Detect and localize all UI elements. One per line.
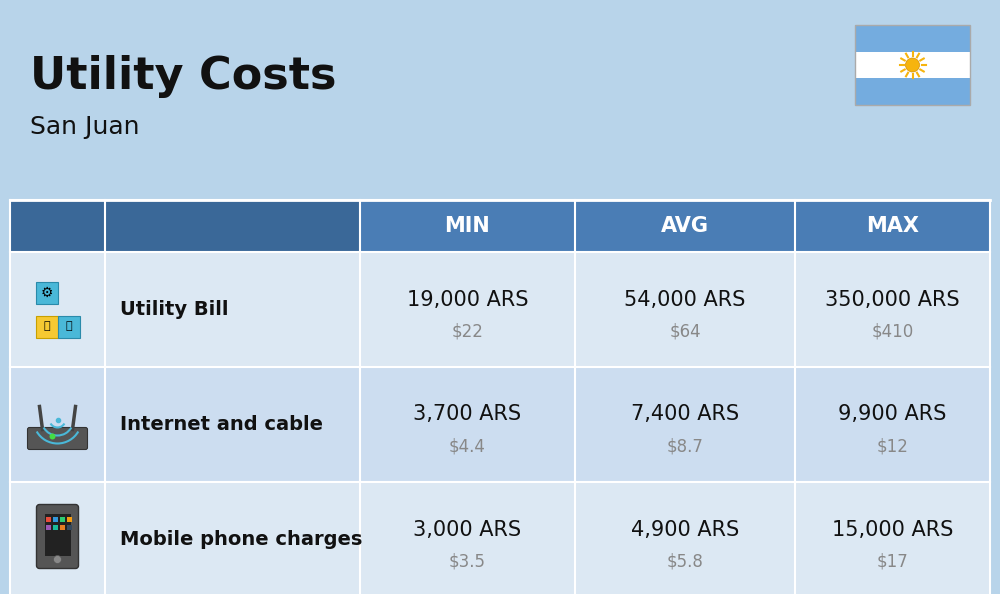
FancyBboxPatch shape bbox=[36, 504, 78, 568]
Bar bbox=[360, 200, 575, 252]
Text: $64: $64 bbox=[669, 323, 701, 340]
Bar bbox=[575, 200, 795, 252]
Text: 9,900 ARS: 9,900 ARS bbox=[838, 405, 947, 425]
Text: $12: $12 bbox=[877, 438, 908, 456]
Text: MAX: MAX bbox=[866, 216, 919, 236]
Bar bbox=[855, 52, 970, 78]
Bar bbox=[52, 525, 58, 529]
Bar bbox=[10, 252, 990, 367]
Text: $17: $17 bbox=[877, 552, 908, 570]
Text: $8.7: $8.7 bbox=[667, 438, 703, 456]
Text: 4,900 ARS: 4,900 ARS bbox=[631, 520, 739, 539]
Bar bbox=[60, 525, 64, 529]
Bar bbox=[52, 517, 58, 522]
Circle shape bbox=[906, 58, 920, 72]
Bar bbox=[46, 517, 50, 522]
Bar bbox=[66, 525, 72, 529]
Bar bbox=[855, 25, 970, 105]
Text: 🚿: 🚿 bbox=[65, 321, 72, 331]
Bar bbox=[10, 482, 990, 594]
Bar bbox=[66, 517, 72, 522]
Text: Internet and cable: Internet and cable bbox=[120, 415, 323, 434]
Text: MIN: MIN bbox=[445, 216, 490, 236]
Bar bbox=[795, 200, 990, 252]
Text: 🔌: 🔌 bbox=[43, 321, 50, 331]
Bar bbox=[44, 513, 70, 555]
Text: 15,000 ARS: 15,000 ARS bbox=[832, 520, 953, 539]
Text: San Juan: San Juan bbox=[30, 115, 140, 139]
Bar bbox=[36, 315, 58, 337]
Bar bbox=[58, 315, 80, 337]
Text: 54,000 ARS: 54,000 ARS bbox=[624, 289, 746, 309]
Bar bbox=[46, 525, 50, 529]
Text: AVG: AVG bbox=[661, 216, 709, 236]
Bar bbox=[10, 367, 990, 482]
Bar bbox=[855, 78, 970, 105]
Text: $22: $22 bbox=[452, 323, 483, 340]
Bar bbox=[855, 25, 970, 52]
Bar bbox=[60, 517, 64, 522]
Text: Utility Costs: Utility Costs bbox=[30, 55, 336, 98]
Text: Utility Bill: Utility Bill bbox=[120, 300, 228, 319]
Text: $3.5: $3.5 bbox=[449, 552, 486, 570]
Bar bbox=[52, 282, 80, 314]
Bar bbox=[36, 282, 58, 304]
Text: 3,700 ARS: 3,700 ARS bbox=[413, 405, 522, 425]
Text: 7,400 ARS: 7,400 ARS bbox=[631, 405, 739, 425]
Text: $5.8: $5.8 bbox=[667, 552, 703, 570]
Text: 3,000 ARS: 3,000 ARS bbox=[413, 520, 522, 539]
Text: Mobile phone charges: Mobile phone charges bbox=[120, 530, 362, 549]
Text: ⚙: ⚙ bbox=[40, 286, 53, 299]
Text: $4.4: $4.4 bbox=[449, 438, 486, 456]
Bar bbox=[10, 200, 360, 252]
Text: 350,000 ARS: 350,000 ARS bbox=[825, 289, 960, 309]
Text: $410: $410 bbox=[871, 323, 914, 340]
Circle shape bbox=[50, 434, 56, 440]
FancyBboxPatch shape bbox=[28, 428, 88, 450]
Circle shape bbox=[54, 555, 62, 564]
Text: 19,000 ARS: 19,000 ARS bbox=[407, 289, 528, 309]
